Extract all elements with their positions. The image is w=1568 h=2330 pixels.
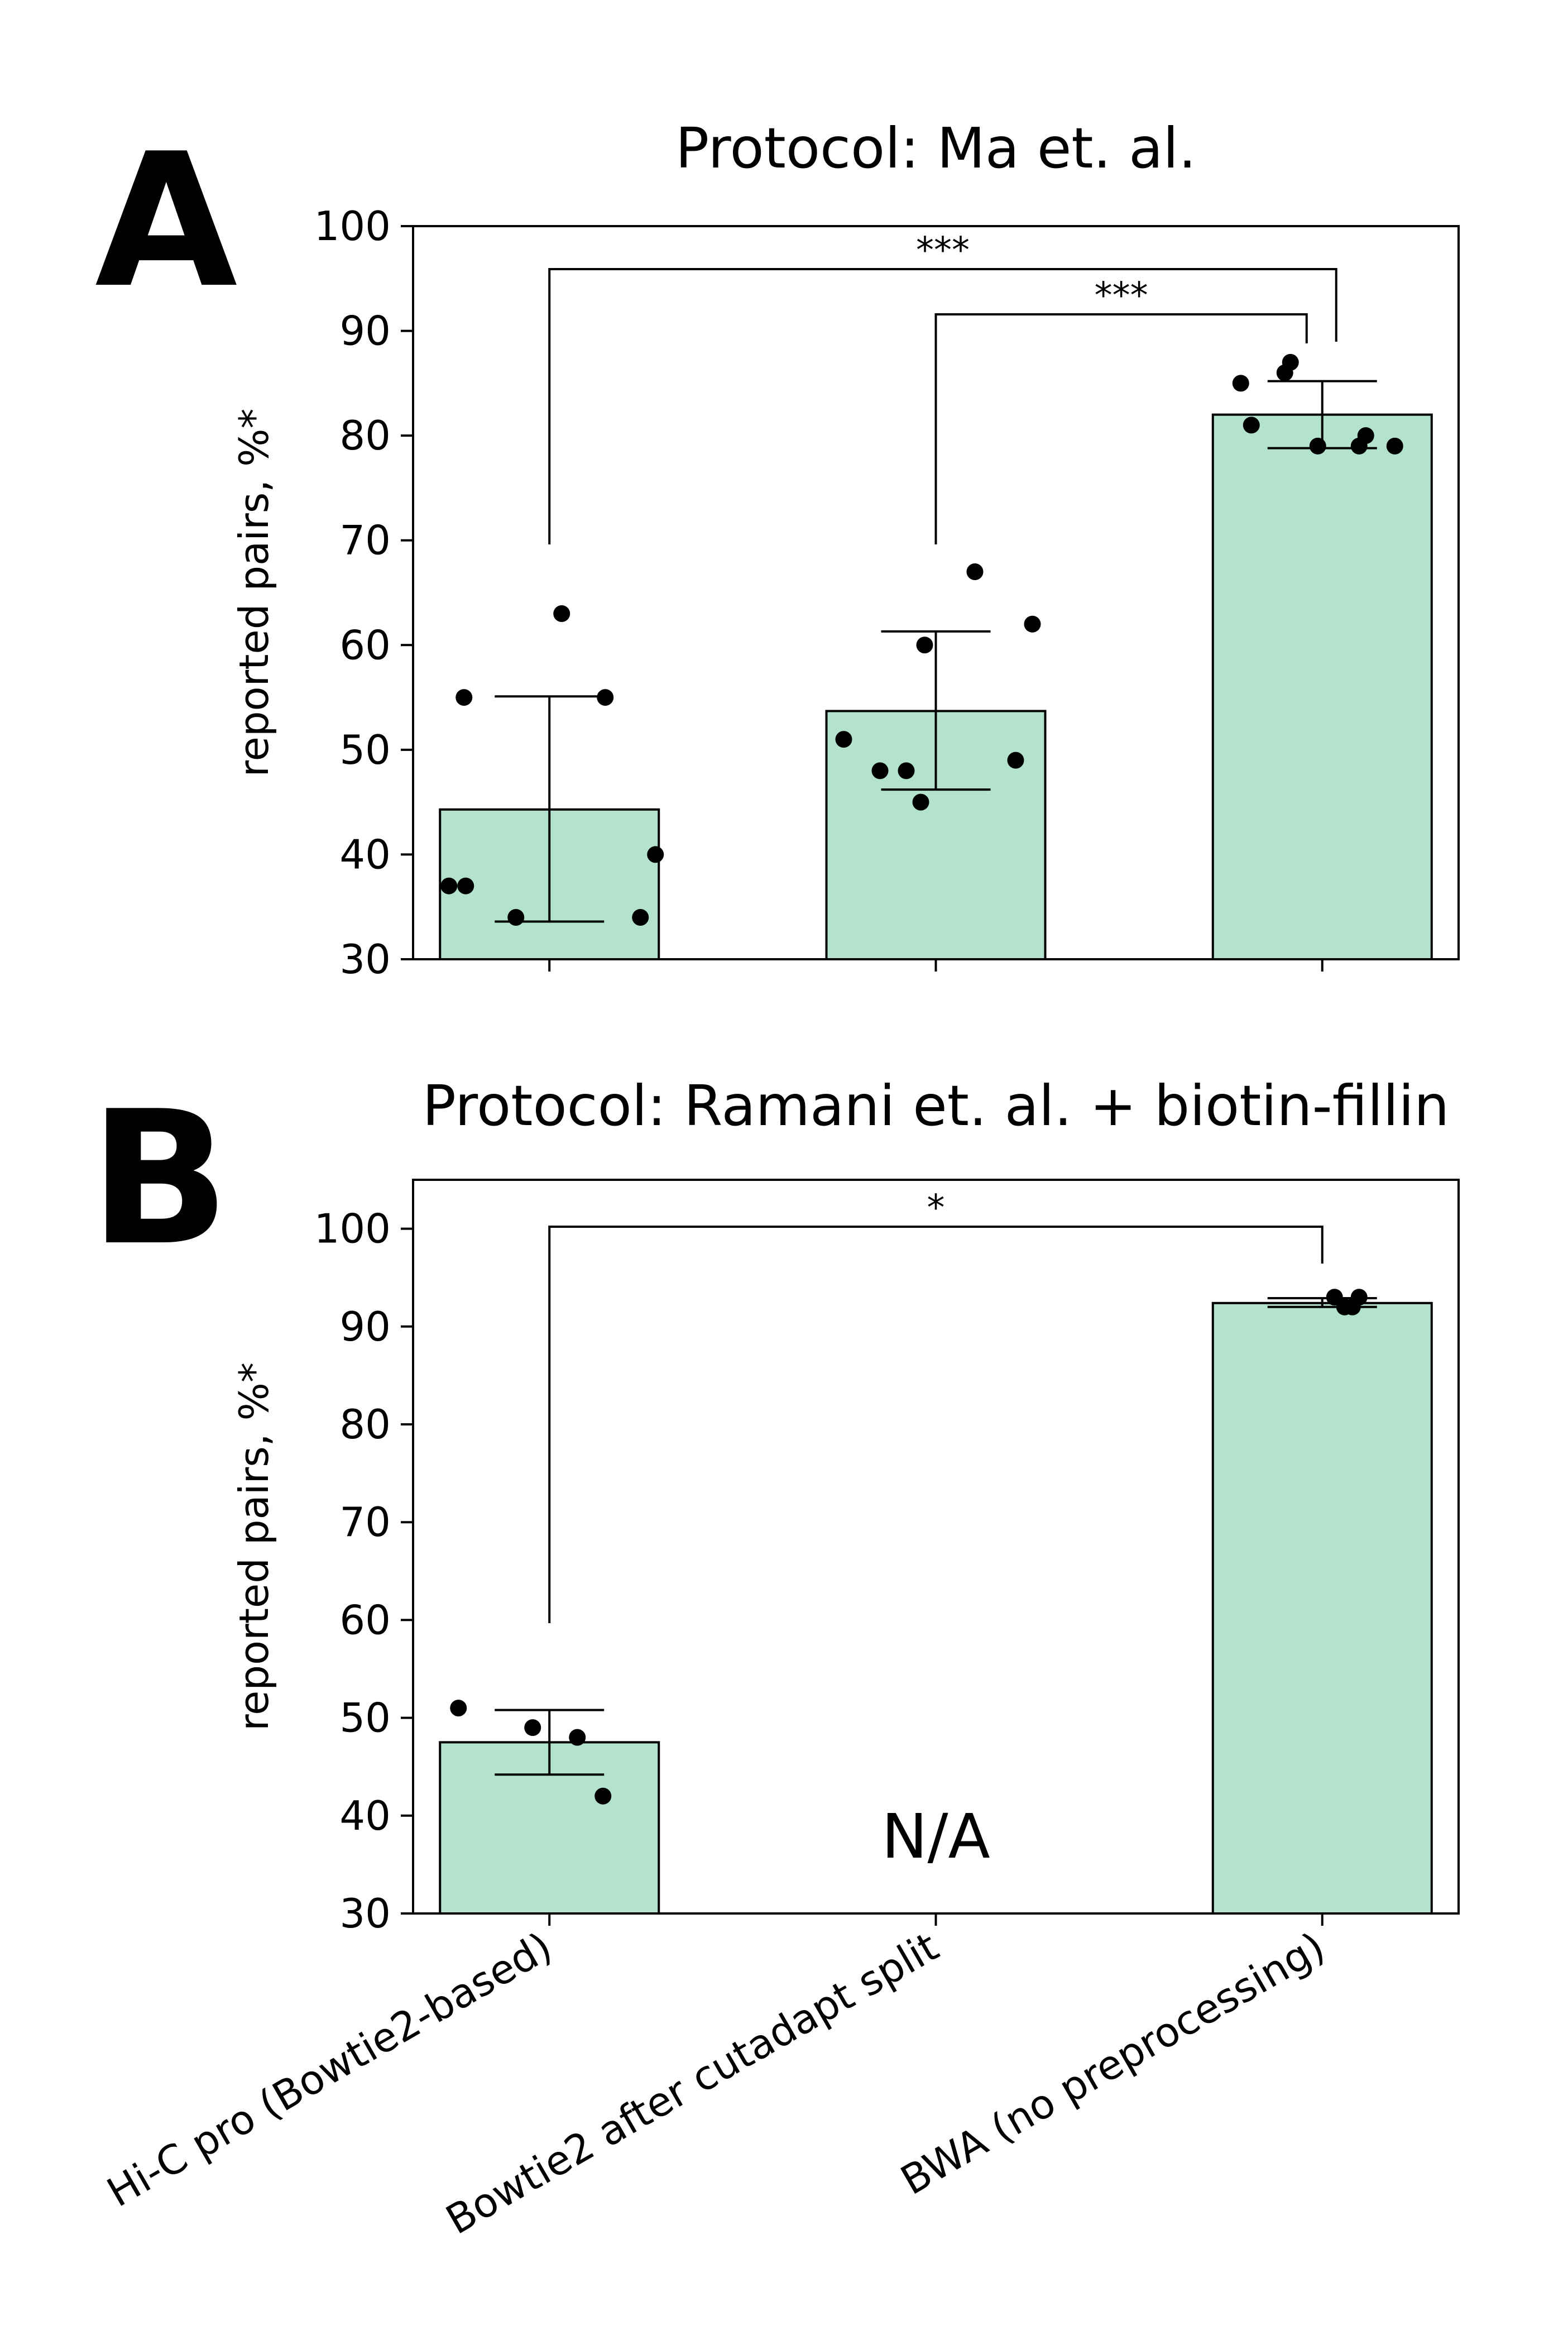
error-bar-1 — [495, 1709, 605, 1776]
data-point — [835, 731, 852, 748]
data-point — [871, 762, 889, 779]
y-tick-label: 60 — [339, 621, 391, 668]
significance-label: *** — [916, 230, 970, 271]
y-tick-label: 60 — [339, 1596, 391, 1643]
y-tick-label: 40 — [339, 831, 391, 878]
data-point — [1309, 437, 1326, 454]
significance-bracket — [934, 313, 1308, 544]
y-tick-label: 80 — [339, 412, 391, 459]
data-point — [450, 1700, 467, 1717]
na-label: N/A — [881, 1801, 990, 1872]
data-point — [898, 762, 915, 779]
data-point — [1007, 752, 1024, 769]
y-tick-label: 50 — [339, 1695, 391, 1741]
panel-letter: B — [89, 1071, 230, 1286]
y-tick-label: 40 — [339, 1792, 391, 1839]
data-point — [455, 689, 473, 706]
chart-title: Protocol: Ramani et. al. + biotin-fillin — [423, 1073, 1450, 1138]
data-point — [1243, 417, 1260, 434]
y-tick-label: 100 — [314, 1205, 391, 1252]
significance-bracket — [548, 268, 1337, 544]
panel-letter: A — [95, 114, 239, 328]
y-axis-label: reported pairs, %* — [231, 409, 277, 777]
y-tick-label: 30 — [339, 936, 391, 983]
data-point — [1282, 353, 1299, 371]
bar-3 — [1211, 413, 1433, 960]
x-tick-label: BWA (no preprocessing) — [893, 1923, 1333, 2204]
data-point — [457, 877, 474, 894]
data-point — [597, 689, 614, 706]
data-point — [1232, 375, 1249, 392]
significance-label: * — [927, 1188, 945, 1229]
data-point — [553, 605, 570, 623]
data-point — [1024, 615, 1041, 633]
significance-label: *** — [1095, 275, 1148, 317]
y-tick-label: 30 — [339, 1890, 391, 1937]
chart-title: Protocol: Ma et. al. — [675, 116, 1196, 181]
data-point — [1357, 427, 1374, 444]
y-tick-label: 90 — [339, 308, 391, 355]
data-point — [1386, 437, 1403, 454]
y-tick-label: 70 — [339, 517, 391, 564]
y-tick-label: 70 — [339, 1499, 391, 1546]
y-tick-label: 90 — [339, 1303, 391, 1350]
data-point — [524, 1719, 541, 1736]
bar-3 — [1211, 1302, 1433, 1915]
y-tick-label: 50 — [339, 726, 391, 773]
data-point — [916, 637, 933, 654]
data-point — [569, 1729, 586, 1746]
data-point — [440, 877, 458, 894]
data-point — [966, 563, 984, 580]
data-point — [632, 908, 649, 926]
chart-panel-a: A Protocol: Ma et. al. 30 40 50 60 70 80 90 100 re… — [95, 114, 1460, 983]
data-point — [507, 908, 525, 926]
y-tick-label: 100 — [314, 203, 391, 250]
data-point — [594, 1787, 612, 1805]
chart-panel-b: B Protocol: Ramani et. al. + biotin-filli… — [89, 1071, 1460, 2243]
y-tick-label: 80 — [339, 1401, 391, 1448]
error-bar-2 — [881, 630, 991, 791]
significance-bracket — [548, 1226, 1324, 1623]
data-point — [1350, 1289, 1368, 1306]
data-point — [647, 846, 664, 863]
y-axis-label: reported pairs, %* — [231, 1362, 277, 1731]
data-point — [912, 793, 929, 811]
